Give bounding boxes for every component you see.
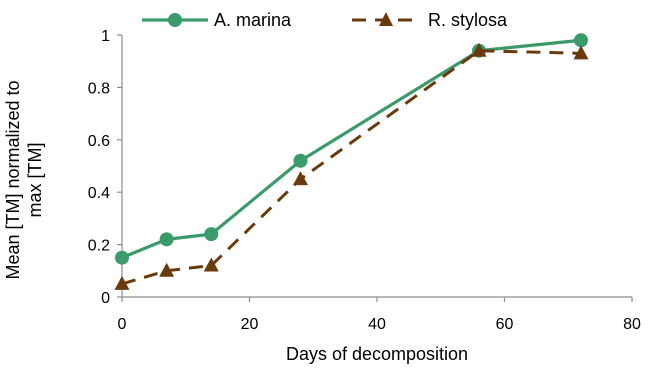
data-point-a-marina [574, 33, 588, 48]
series-r-stylosa [114, 42, 589, 290]
y-tick-label: 0.4 [88, 185, 110, 202]
legend-item-a-marina: A. marina [142, 10, 292, 30]
y-tick-label: 1 [101, 28, 110, 45]
x-tick-label: 40 [368, 316, 386, 333]
series-line-r-stylosa [121, 49, 582, 286]
x-tick-label: 20 [241, 316, 259, 333]
data-point-a-marina [293, 153, 308, 168]
data-point-r-stylosa [159, 262, 175, 277]
data-point-r-stylosa [114, 275, 130, 290]
data-point-r-stylosa [573, 45, 589, 60]
legend: A. marina R. stylosa [142, 10, 508, 30]
y-tick-label: 0.6 [88, 133, 110, 150]
legend-item-r-stylosa: R. stylosa [352, 10, 508, 30]
legend-marker-a-marina [168, 13, 182, 27]
data-point-r-stylosa [203, 257, 219, 272]
legend-label-a-marina: A. marina [214, 10, 292, 30]
series-a-marina [115, 33, 588, 265]
ticks: 0 20 40 60 80 0 0.2 0.4 0.6 0.8 1 [88, 28, 641, 333]
data-point-r-stylosa [471, 42, 487, 57]
data-point-a-marina [204, 227, 219, 242]
y-tick-label: 0.2 [88, 238, 110, 255]
data-point-r-stylosa [293, 171, 308, 186]
y-axis-title-line-1: Mean [TM] normalized to [3, 80, 23, 279]
y-axis-title-line-2: max [TM] [25, 143, 45, 218]
x-axis-title: Days of decomposition [286, 344, 468, 364]
x-tick-label: 60 [496, 316, 514, 333]
data-point-a-marina [115, 250, 129, 265]
series-line-a-marina [121, 38, 582, 260]
y-tick-label: 0.8 [88, 80, 110, 97]
x-tick-label: 80 [623, 316, 641, 333]
x-tick-label: 0 [118, 316, 127, 333]
y-tick-label: 0 [101, 290, 110, 307]
data-point-a-marina [159, 232, 174, 247]
legend-marker-r-stylosa [379, 12, 393, 26]
series-layer [114, 33, 589, 290]
axes [121, 35, 632, 298]
legend-label-r-stylosa: R. stylosa [428, 10, 508, 30]
